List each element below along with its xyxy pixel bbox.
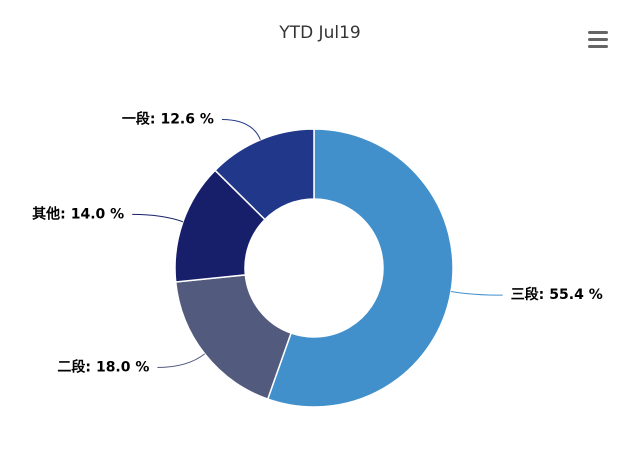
data-label: 二段: 18.0 %	[57, 358, 149, 375]
data-label: 一段: 12.6 %	[122, 110, 214, 127]
data-label: 三段: 55.4 %	[511, 286, 603, 303]
label-value: 55.4 %	[549, 287, 602, 303]
connector	[157, 353, 206, 368]
menu-bar	[588, 45, 608, 48]
label-value: 14.0 %	[71, 206, 124, 222]
label-value: 12.6 %	[160, 111, 213, 127]
menu-button[interactable]	[584, 28, 612, 52]
connector	[221, 118, 261, 140]
menu-bar	[588, 31, 608, 34]
connector	[132, 213, 184, 223]
label-value: 18.0 %	[96, 359, 149, 375]
donut-slice	[214, 128, 315, 221]
label-name: 三段:	[511, 286, 545, 303]
label-name: 一段:	[122, 110, 156, 127]
chart-title: YTD Jul19	[278, 23, 360, 43]
connector	[450, 290, 503, 296]
label-name: 二段:	[57, 358, 91, 375]
label-name: 其他:	[32, 205, 66, 222]
data-label: 其他: 14.0 %	[32, 205, 124, 222]
menu-bar	[588, 38, 608, 41]
donut-slice	[174, 274, 292, 401]
